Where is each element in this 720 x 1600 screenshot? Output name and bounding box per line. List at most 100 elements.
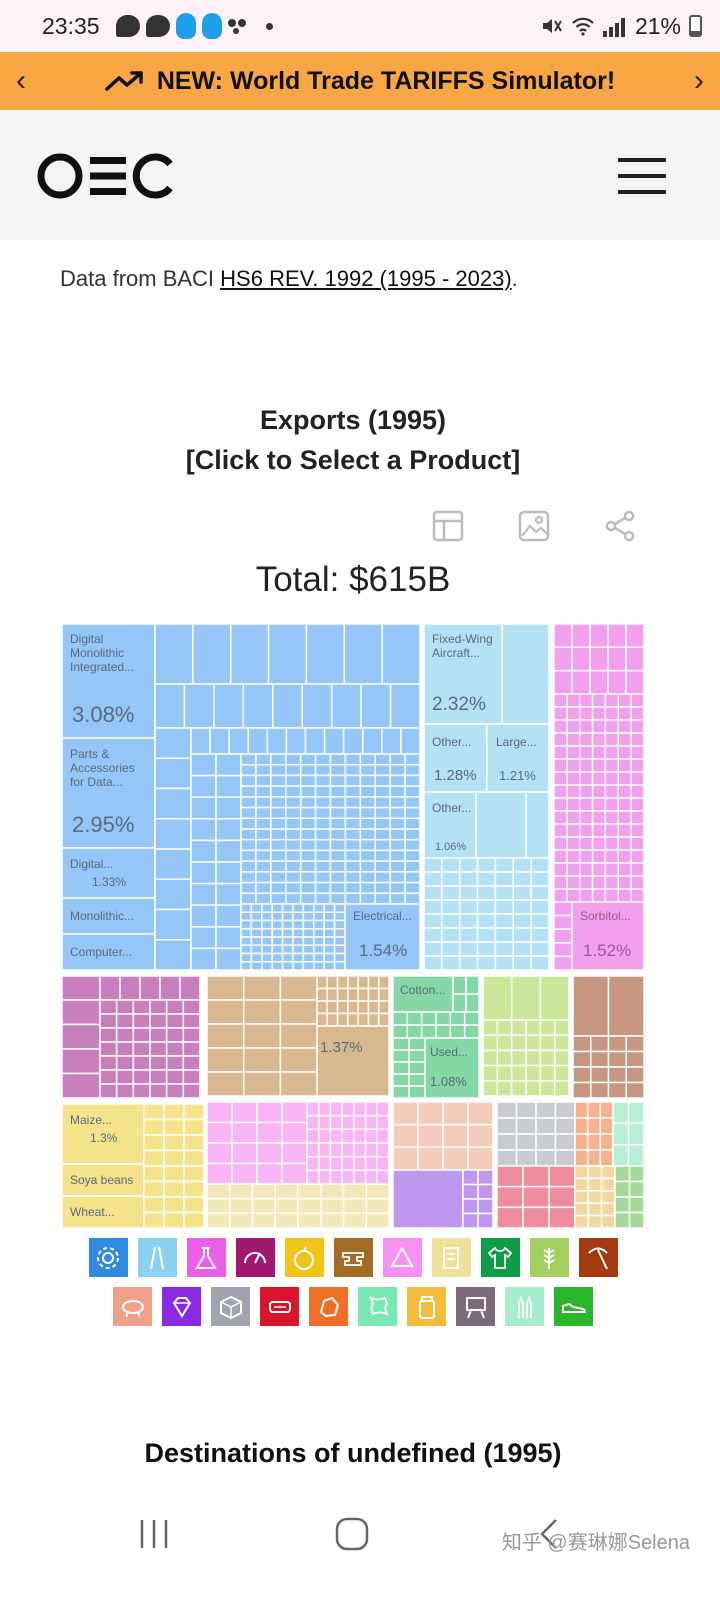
treemap-cell[interactable]	[392, 1085, 410, 1099]
treemap-cell[interactable]	[614, 1180, 631, 1198]
treemap-cell[interactable]	[441, 899, 461, 915]
chevron-left-icon[interactable]: ‹	[16, 64, 26, 97]
treemap-cell[interactable]	[344, 881, 362, 895]
treemap-cell[interactable]	[316, 1025, 390, 1097]
treemap-cell[interactable]	[515, 1149, 537, 1167]
treemap-cell[interactable]	[482, 1034, 499, 1052]
treemap-cell[interactable]	[165, 1013, 185, 1029]
treemap-cell[interactable]	[515, 1117, 537, 1135]
legend-item[interactable]	[382, 1238, 422, 1277]
treemap-cell[interactable]	[628, 1180, 645, 1198]
treemap-cell[interactable]	[522, 1206, 550, 1228]
treemap-cell[interactable]	[590, 1035, 610, 1053]
treemap-cell[interactable]	[240, 944, 253, 955]
treemap-cell[interactable]	[314, 892, 332, 905]
treemap-cell[interactable]	[496, 1149, 518, 1167]
treemap-cell[interactable]	[359, 753, 377, 766]
treemap-cell[interactable]	[323, 919, 336, 930]
treemap-cell[interactable]	[467, 1146, 494, 1171]
treemap-cell[interactable]	[240, 796, 257, 809]
treemap-cell[interactable]	[240, 860, 257, 873]
treemap-cell[interactable]	[364, 1101, 379, 1117]
treemap-cell[interactable]	[607, 646, 627, 672]
treemap-cell[interactable]	[165, 1055, 185, 1071]
treemap-cell[interactable]	[553, 706, 568, 721]
treemap-cell[interactable]	[467, 1101, 494, 1126]
treemap-cell[interactable]	[115, 1027, 135, 1043]
treemap-cell[interactable]	[299, 806, 317, 820]
treemap-cell[interactable]	[149, 1055, 168, 1071]
treemap-cell[interactable]	[250, 919, 263, 930]
treemap-cell[interactable]	[374, 817, 391, 830]
treemap-cell[interactable]	[630, 693, 644, 708]
treemap-cell[interactable]	[163, 1103, 185, 1121]
treemap-cell[interactable]	[329, 806, 347, 820]
treemap-cell[interactable]	[242, 1047, 282, 1073]
treemap-cell[interactable]	[553, 745, 568, 760]
treemap-cell[interactable]	[297, 1212, 322, 1228]
treemap-cell[interactable]	[423, 624, 503, 725]
treemap-cell[interactable]	[406, 1011, 423, 1026]
treemap-cell[interactable]	[154, 624, 194, 685]
treemap-cell[interactable]	[617, 732, 632, 747]
legend-item[interactable]	[284, 1238, 324, 1277]
treemap-cell[interactable]	[292, 952, 305, 963]
treemap-cell[interactable]	[285, 817, 302, 830]
treemap-cell[interactable]	[539, 1049, 556, 1067]
treemap-cell[interactable]	[591, 745, 607, 760]
treemap-cell[interactable]	[190, 882, 217, 906]
treemap-cell[interactable]	[617, 836, 632, 851]
treemap-cell[interactable]	[341, 1101, 355, 1117]
treemap-cell[interactable]	[209, 727, 230, 755]
treemap-cell[interactable]	[389, 796, 406, 809]
treemap-cell[interactable]	[589, 624, 609, 649]
treemap-cell[interactable]	[314, 763, 332, 777]
treemap-cell[interactable]	[578, 732, 594, 747]
treemap-cell[interactable]	[359, 881, 377, 895]
treemap-cell[interactable]	[266, 727, 288, 755]
treemap-cell[interactable]	[62, 897, 156, 935]
treemap-cell[interactable]	[591, 758, 607, 773]
treemap-cell[interactable]	[578, 719, 594, 734]
treemap-cell[interactable]	[329, 881, 347, 895]
treemap-cell[interactable]	[261, 961, 273, 971]
treemap-cell[interactable]	[365, 1197, 390, 1215]
treemap-cell[interactable]	[183, 1211, 205, 1229]
treemap-cell[interactable]	[554, 1101, 576, 1119]
treemap-cell[interactable]	[578, 771, 594, 786]
treemap-cell[interactable]	[143, 1103, 165, 1121]
treemap-cell[interactable]	[62, 847, 156, 899]
treemap-cell[interactable]	[255, 796, 272, 809]
treemap-cell[interactable]	[272, 683, 303, 729]
treemap-cell[interactable]	[229, 1197, 254, 1215]
treemap-cell[interactable]	[374, 881, 391, 895]
treemap-cell[interactable]	[270, 753, 287, 766]
treemap-cell[interactable]	[442, 1101, 469, 1126]
treemap-cell[interactable]	[572, 1066, 592, 1084]
treemap-cell[interactable]	[344, 903, 421, 971]
treemap-cell[interactable]	[344, 806, 362, 820]
treemap-cell[interactable]	[163, 1149, 185, 1167]
treemap-cell[interactable]	[591, 836, 607, 851]
treemap-cell[interactable]	[630, 745, 644, 760]
share-icon[interactable]	[602, 508, 638, 544]
treemap-cell[interactable]	[389, 860, 406, 873]
treemap-cell[interactable]	[423, 913, 443, 929]
treemap-cell[interactable]	[630, 810, 644, 825]
treemap-cell[interactable]	[612, 1122, 630, 1146]
treemap-cell[interactable]	[190, 839, 217, 863]
treemap-cell[interactable]	[62, 1072, 101, 1099]
treemap-cell[interactable]	[299, 838, 317, 852]
treemap-cell[interactable]	[392, 1049, 410, 1063]
treemap-cell[interactable]	[306, 1155, 320, 1172]
treemap-cell[interactable]	[182, 1083, 201, 1099]
treemap-cell[interactable]	[599, 1117, 614, 1135]
treemap-cell[interactable]	[389, 871, 406, 884]
treemap-cell[interactable]	[292, 903, 305, 913]
treemap-cell[interactable]	[374, 763, 391, 777]
treemap-cell[interactable]	[149, 1069, 168, 1085]
treemap-cell[interactable]	[357, 975, 370, 990]
treemap-cell[interactable]	[99, 1027, 118, 1043]
treemap-cell[interactable]	[404, 838, 421, 852]
treemap-cell[interactable]	[353, 1128, 367, 1144]
